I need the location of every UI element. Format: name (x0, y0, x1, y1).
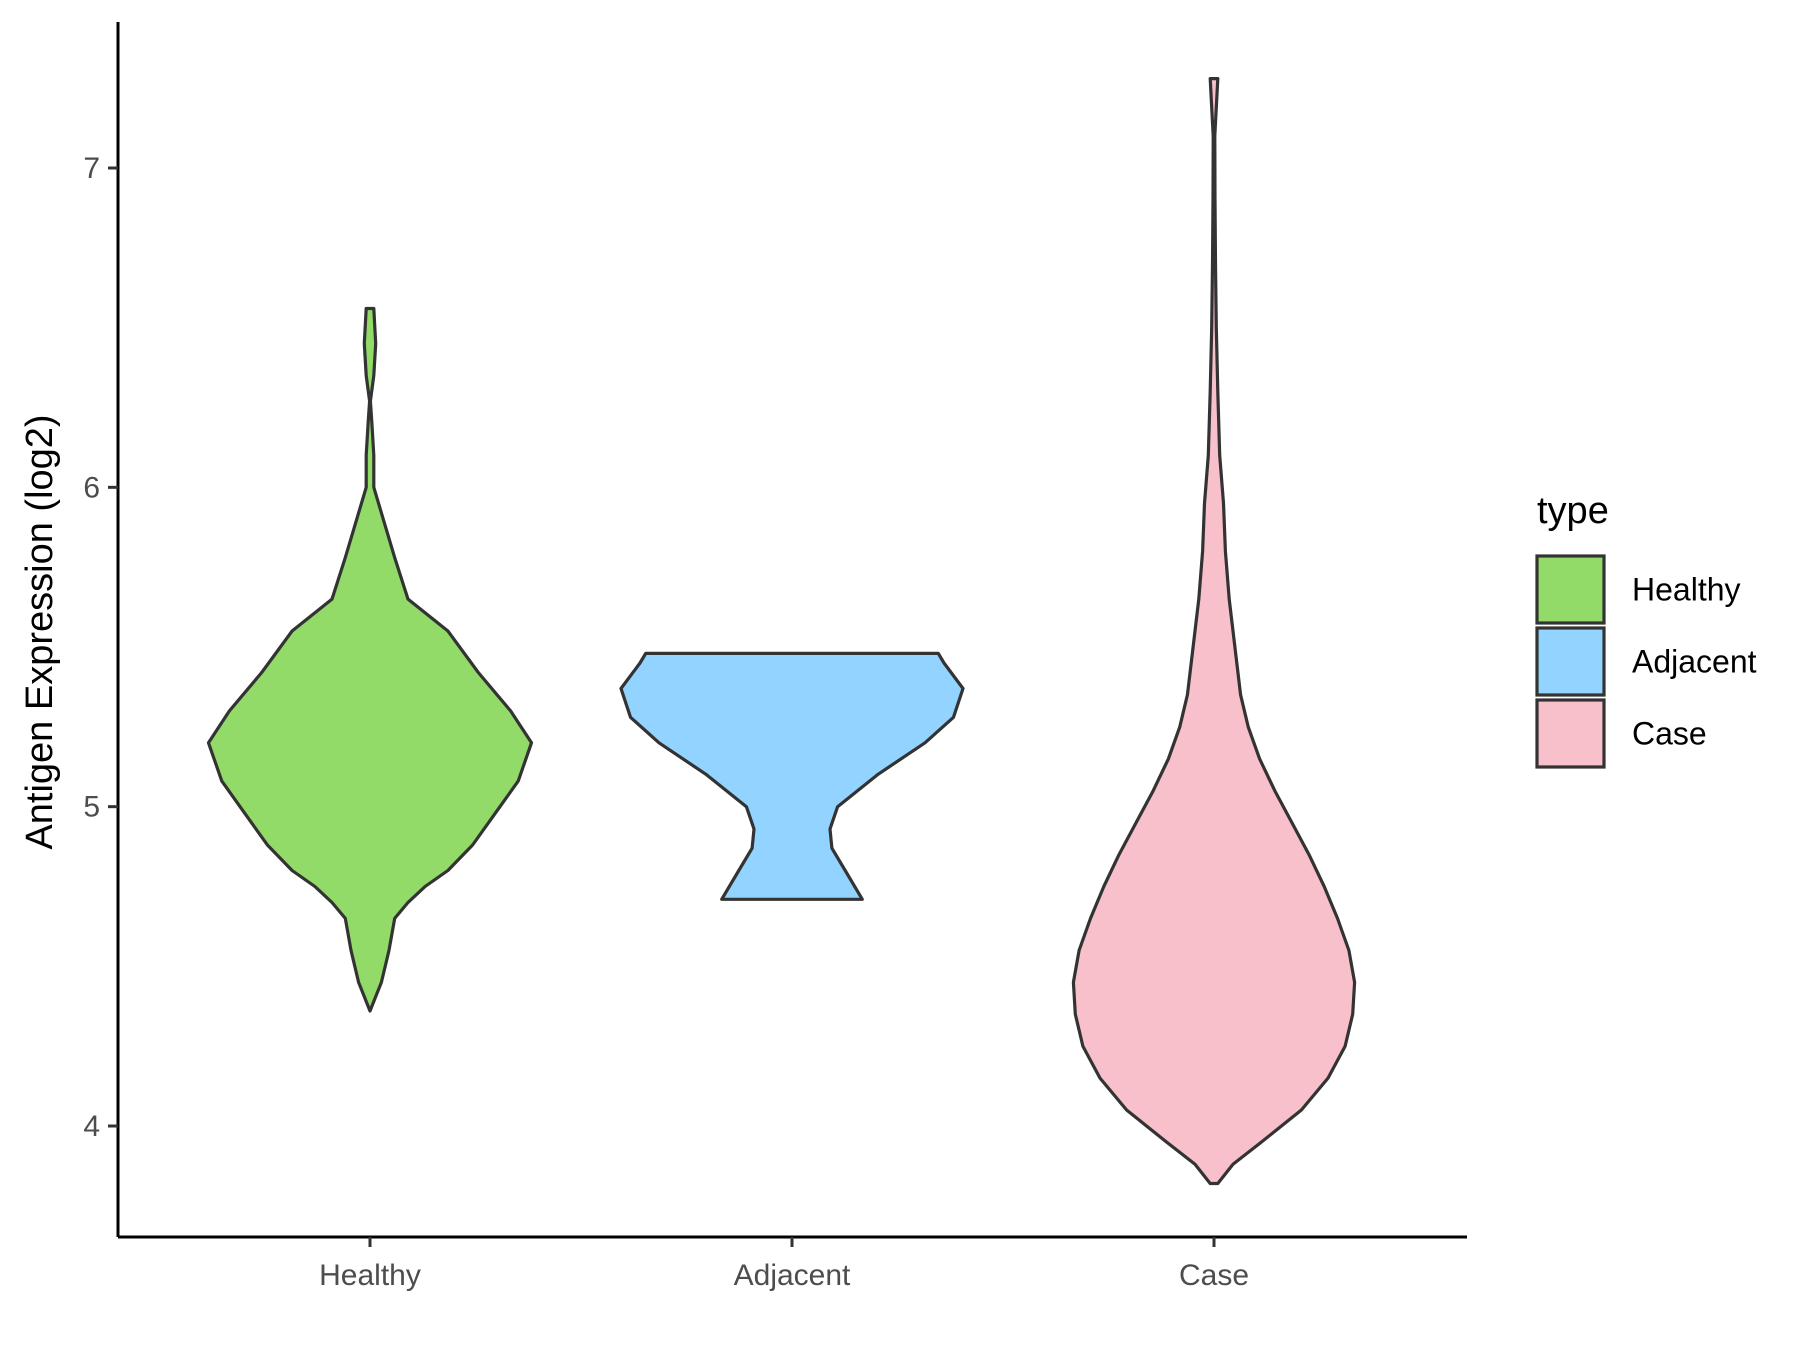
x-tick-label: Adjacent (734, 1259, 851, 1292)
legend-title: type (1537, 490, 1609, 532)
legend-label-healthy: Healthy (1632, 572, 1741, 608)
violin-healthy (206, 306, 534, 1013)
violins-layer (206, 77, 1357, 1186)
y-tick-label: 7 (83, 152, 100, 185)
y-tick-label: 5 (83, 791, 100, 824)
legend-label-adjacent: Adjacent (1632, 644, 1757, 680)
violin-adjacent (619, 651, 965, 901)
violin-case (1071, 77, 1357, 1186)
x-tick-label: Case (1179, 1259, 1249, 1292)
legend: type Healthy Adjacent Case (1535, 490, 1757, 769)
y-tick-label: 6 (83, 471, 100, 504)
legend-label-case: Case (1632, 716, 1707, 752)
legend-key-healthy (1535, 554, 1606, 625)
axes-layer: 4 5 6 7 Healthy Adjacent Case (83, 22, 1467, 1292)
legend-key-case (1535, 698, 1606, 769)
x-tick-label: Healthy (319, 1259, 421, 1292)
y-axis-title: Antigen Expression (log2) (19, 414, 61, 849)
y-tick-label: 4 (83, 1110, 100, 1143)
legend-key-adjacent (1535, 626, 1606, 697)
